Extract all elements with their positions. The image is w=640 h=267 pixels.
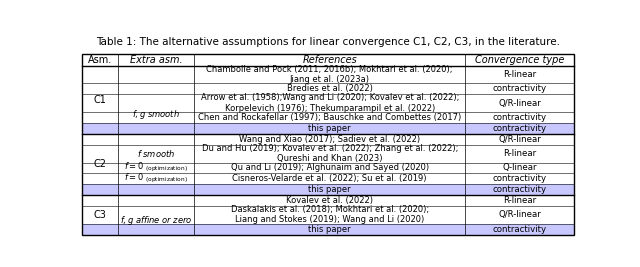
Text: Asm.: Asm.: [88, 54, 112, 65]
Bar: [83, 123, 573, 134]
Text: Chambolle and Pock (2011, 2016b); Mokhtari et al. (2020);
Jiang et al. (2023a): Chambolle and Pock (2011, 2016b); Mokhta…: [207, 65, 453, 84]
Text: R-linear: R-linear: [503, 70, 536, 79]
Text: Extra asm.: Extra asm.: [129, 54, 182, 65]
Text: Kovalev et al. (2022): Kovalev et al. (2022): [286, 196, 373, 205]
Text: this paper: this paper: [308, 185, 351, 194]
Text: contractivity: contractivity: [492, 174, 547, 183]
Text: Table 1: The alternative assumptions for linear convergence C1, C2, C3, in the l: Table 1: The alternative assumptions for…: [96, 37, 560, 47]
Text: Cisneros-Velarde et al. (2022); Su et al. (2019): Cisneros-Velarde et al. (2022); Su et al…: [232, 174, 427, 183]
Text: Q/R-linear: Q/R-linear: [498, 99, 541, 108]
Bar: [83, 54, 573, 234]
Text: $f, g$ smooth: $f, g$ smooth: [132, 108, 180, 120]
Text: contractivity: contractivity: [492, 185, 547, 194]
Text: $f=0$ $_{\mathrm{(optimization)}}$: $f=0$ $_{\mathrm{(optimization)}}$: [124, 172, 188, 185]
Text: contractivity: contractivity: [492, 124, 547, 133]
Text: $f$ smooth: $f$ smooth: [137, 148, 175, 159]
Text: contractivity: contractivity: [492, 225, 547, 234]
Text: C3: C3: [93, 210, 107, 220]
Text: Qu and Li (2019); Alghunaim and Sayed (2020): Qu and Li (2019); Alghunaim and Sayed (2…: [230, 163, 429, 172]
Text: C2: C2: [93, 159, 107, 169]
Text: Bredies et al. (2022): Bredies et al. (2022): [287, 84, 372, 93]
Text: Q/R-linear: Q/R-linear: [498, 210, 541, 219]
Text: References: References: [302, 54, 357, 65]
Text: Chen and Rockafellar (1997); Bauschke and Combettes (2017): Chen and Rockafellar (1997); Bauschke an…: [198, 113, 461, 122]
Text: R-linear: R-linear: [503, 196, 536, 205]
Text: contractivity: contractivity: [492, 84, 547, 93]
Text: R-linear: R-linear: [503, 149, 536, 158]
Text: Q/R-linear: Q/R-linear: [498, 135, 541, 144]
Text: Arrow et al. (1958);Wang and Li (2020); Kovalev et al. (2022);
Korpelevich (1976: Arrow et al. (1958);Wang and Li (2020); …: [200, 93, 459, 113]
Bar: [83, 224, 573, 234]
Text: Wang and Xiao (2017); Sadiev et al. (2022): Wang and Xiao (2017); Sadiev et al. (202…: [239, 135, 420, 144]
Text: Du and Hu (2019); Kovalev et al. (2022); Zhang et al. (2022);
Qureshi and Khan (: Du and Hu (2019); Kovalev et al. (2022);…: [202, 144, 458, 163]
Text: Convergence type: Convergence type: [475, 54, 564, 65]
Text: contractivity: contractivity: [492, 113, 547, 122]
Text: Daskalakis et al. (2018); Mokhtari et al. (2020);
Liang and Stokes (2019); Wang : Daskalakis et al. (2018); Mokhtari et al…: [230, 205, 429, 225]
Text: C1: C1: [93, 95, 107, 105]
Text: $f=0$ $_{\mathrm{(optimization)}}$: $f=0$ $_{\mathrm{(optimization)}}$: [124, 161, 188, 174]
Text: this paper: this paper: [308, 124, 351, 133]
Text: Q-linear: Q-linear: [502, 163, 537, 172]
Bar: [83, 184, 573, 195]
Text: $f, g$ affine or zero: $f, g$ affine or zero: [120, 214, 192, 227]
Text: this paper: this paper: [308, 225, 351, 234]
